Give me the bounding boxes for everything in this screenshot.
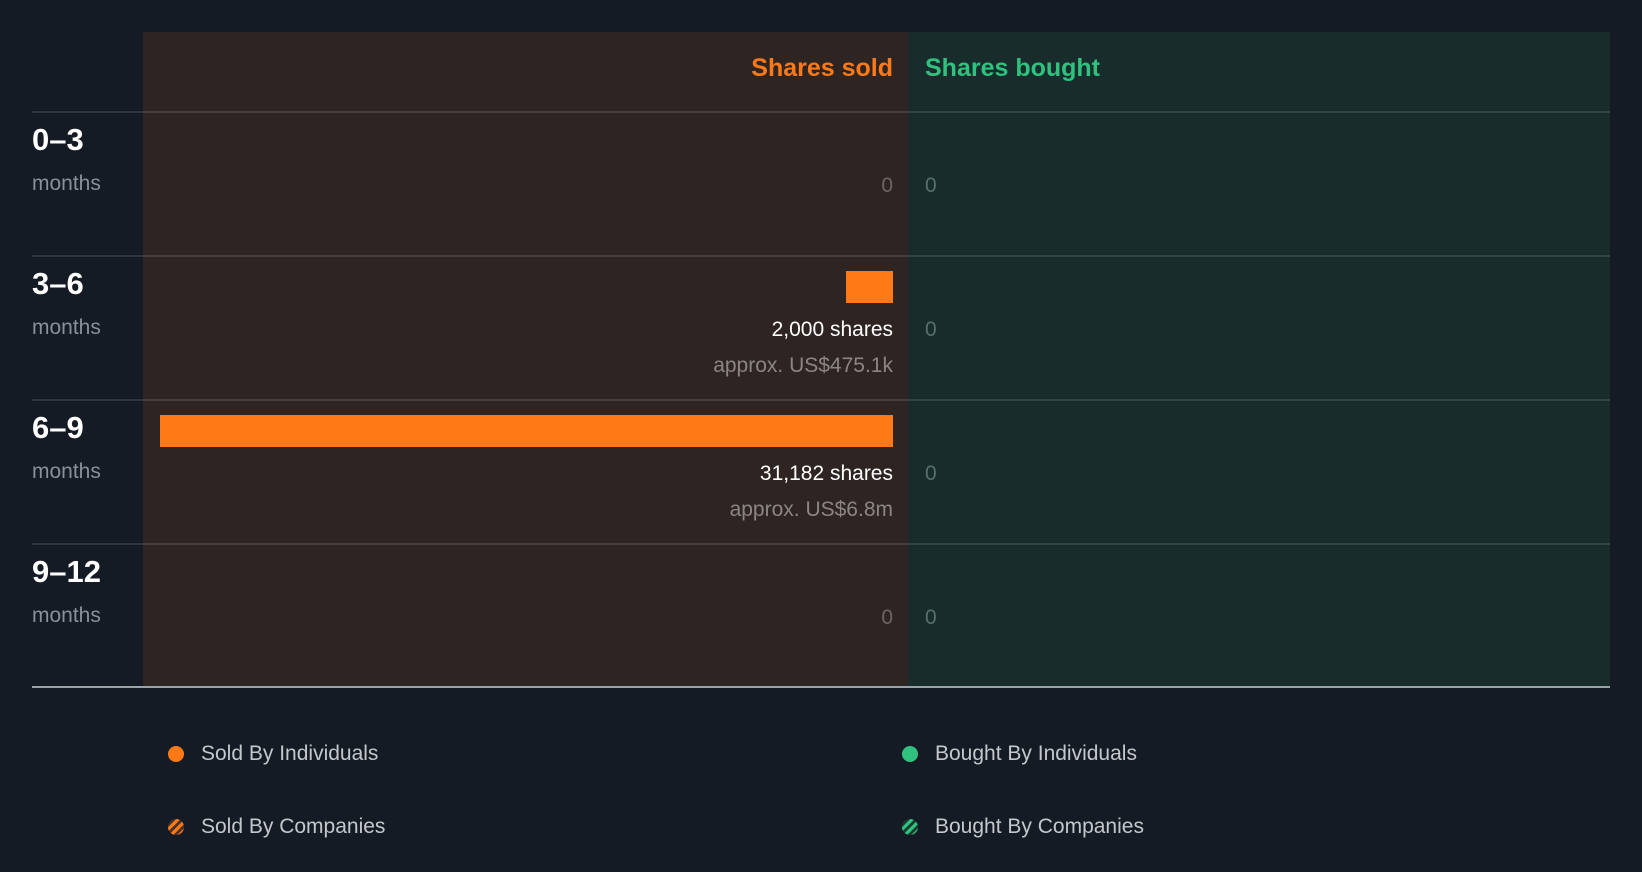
sold-bar[interactable] (846, 271, 893, 303)
period-unit: months (32, 316, 101, 339)
legend-label: Sold By Individuals (201, 742, 379, 765)
row-divider (32, 543, 1610, 545)
bought-value: 0 (925, 606, 937, 629)
bought-value: 0 (925, 174, 937, 197)
green-dot-icon (902, 746, 918, 762)
legend-label: Bought By Individuals (935, 742, 1137, 765)
shares-sold-panel (143, 32, 908, 687)
bought-value: 0 (925, 318, 937, 341)
period-unit: months (32, 604, 101, 627)
shares-bought-header: Shares bought (925, 54, 1101, 82)
legend-label: Sold By Companies (201, 815, 386, 838)
legend-bought-by-individuals[interactable]: Bought By Individuals (902, 742, 1137, 766)
period-range: 3–6 (32, 266, 84, 301)
legend-sold-by-companies[interactable]: Sold By Companies (168, 815, 385, 839)
sold-value: 0 (881, 606, 893, 629)
orange-hatched-dot-icon (168, 819, 184, 835)
sold-shares-count: 31,182 shares (759, 462, 893, 485)
legend-bought-by-companies[interactable]: Bought By Companies (902, 815, 1144, 839)
sold-value: 0 (881, 174, 893, 197)
period-range: 9–12 (32, 554, 101, 589)
period-row-6-9: 6–9 months 31,182 shares approx. US$6.8m… (0, 400, 1642, 544)
row-divider (32, 399, 1610, 401)
shares-sold-header: Shares sold (751, 54, 893, 82)
period-row-3-6: 3–6 months 2,000 shares approx. US$475.1… (0, 256, 1642, 400)
orange-dot-icon (168, 746, 184, 762)
green-hatched-dot-icon (902, 819, 918, 835)
legend-label: Bought By Companies (935, 815, 1144, 838)
period-row-9-12: 9–12 months 0 0 (0, 544, 1642, 688)
sold-approx-value: approx. US$475.1k (713, 354, 893, 377)
sold-bar[interactable] (160, 415, 893, 447)
period-range: 6–9 (32, 410, 84, 445)
shares-bought-panel (908, 32, 1610, 687)
period-range: 0–3 (32, 122, 84, 157)
legend-sold-by-individuals[interactable]: Sold By Individuals (168, 742, 378, 766)
bought-value: 0 (925, 462, 937, 485)
row-divider (32, 111, 1610, 113)
row-divider (32, 255, 1610, 257)
period-row-0-3: 0–3 months 0 0 (0, 112, 1642, 256)
period-unit: months (32, 172, 101, 195)
chart-baseline (32, 686, 1610, 688)
sold-approx-value: approx. US$6.8m (729, 498, 893, 521)
sold-shares-count: 2,000 shares (771, 318, 893, 341)
period-unit: months (32, 460, 101, 483)
